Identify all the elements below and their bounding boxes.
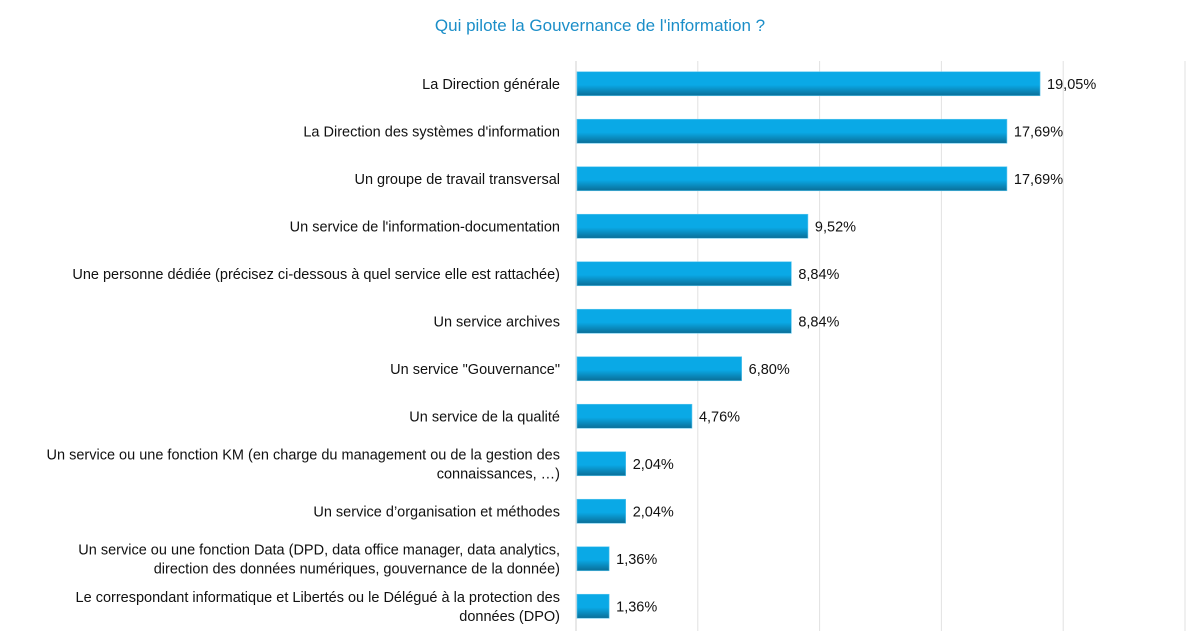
- category-label: Un service "Gouvernance": [390, 362, 560, 378]
- data-label: 2,04%: [633, 457, 674, 473]
- gridlines: [575, 61, 1186, 631]
- category-label: Un groupe de travail transversal: [354, 172, 560, 188]
- category-label: Un service de l'information-documentatio…: [290, 219, 560, 235]
- data-label: 17,69%: [1014, 124, 1063, 140]
- category-label: Un service ou une fonction Data (DPD, da…: [78, 542, 560, 558]
- data-label: 4,76%: [699, 409, 740, 425]
- chart-title: Qui pilote la Gouvernance de l'informati…: [435, 16, 765, 35]
- category-label: Un service ou une fonction KM (en charge…: [47, 447, 560, 463]
- category-label: données (DPO): [459, 609, 560, 625]
- category-labels: La Direction générale La Direction des sy…: [47, 77, 560, 625]
- category-label: La Direction des systèmes d'information: [303, 124, 560, 140]
- category-label: direction des données numériques, gouver…: [154, 561, 560, 577]
- category-label: Une personne dédiée (précisez ci-dessous…: [72, 267, 560, 283]
- bars: [576, 71, 1041, 619]
- category-label: Un service de la qualité: [409, 409, 560, 425]
- bar: [576, 356, 742, 382]
- category-label: La Direction générale: [422, 77, 560, 93]
- data-label: 8,84%: [798, 314, 839, 330]
- bar: [576, 593, 610, 619]
- bar: [576, 118, 1008, 144]
- bar: [576, 213, 809, 239]
- bar: [576, 451, 626, 477]
- bar: [576, 546, 610, 572]
- data-label: 8,84%: [798, 267, 839, 283]
- bar: [576, 166, 1008, 192]
- category-label: Un service archives: [433, 314, 560, 330]
- data-label: 6,80%: [749, 362, 790, 378]
- data-labels: 19,05% 17,69% 17,69% 9,52% 8,84% 8,84% 6,80% 4,…: [616, 77, 1096, 616]
- data-label: 17,69%: [1014, 172, 1063, 188]
- bar: [576, 308, 792, 334]
- bar: [576, 498, 626, 524]
- data-label: 2,04%: [633, 504, 674, 520]
- data-label: 9,52%: [815, 219, 856, 235]
- data-label: 1,36%: [616, 552, 657, 568]
- category-label: Un service d’organisation et méthodes: [313, 504, 560, 520]
- category-label: Le correspondant informatique et Liberté…: [76, 590, 560, 606]
- bar: [576, 261, 792, 287]
- category-label: connaissances, …): [437, 466, 560, 482]
- data-label: 19,05%: [1047, 77, 1096, 93]
- bar: [576, 403, 693, 429]
- bar: [576, 71, 1041, 97]
- data-label: 1,36%: [616, 599, 657, 615]
